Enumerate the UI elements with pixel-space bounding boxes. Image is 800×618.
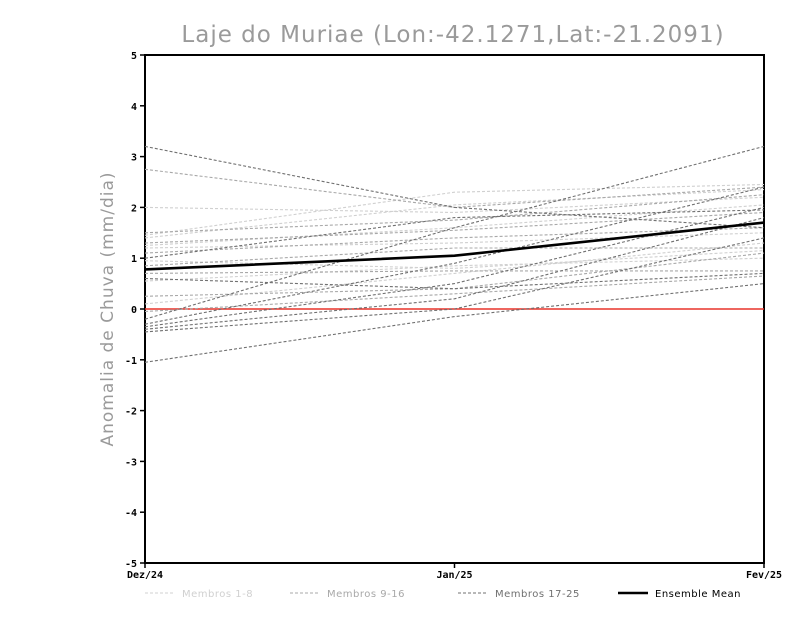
member-series-line [144,275,765,313]
y-axis-label: Anomalia de Chuva (mm/dia) [98,171,118,446]
y-tick-label: -3 [125,457,137,468]
y-tick-label: -2 [125,407,137,418]
member-series-line [144,217,765,330]
chart-title: Laje do Muriae (Lon:-42.1271,Lat:-21.209… [181,22,724,48]
y-tick-label: 1 [131,254,137,265]
member-series-line [144,211,765,244]
member-series-line [144,242,765,305]
legend-label: Membros 9-16 [327,589,405,600]
member-series-line [144,237,765,333]
y-tick-label: 2 [131,203,137,214]
y-tick-label: 0 [131,305,137,316]
member-series-line [144,232,765,249]
legend-label: Membros 17-25 [495,589,580,600]
member-series-line [144,250,765,269]
member-series-line [144,252,765,297]
member-series-line [144,257,765,282]
y-tick-label: 3 [131,153,137,164]
y-tick-label: -5 [125,559,137,570]
member-series-line [144,272,765,290]
legend-label: Membros 1-8 [182,589,253,600]
legend-label: Ensemble Mean [655,589,741,600]
axis-layer: -5 -4 -3 -2 -1 0 1 2 3 4 5 Dez/24 Jan/25 Fev/25 [125,51,782,581]
member-series-line [144,227,765,254]
x-tick-label: Jan/25 [436,570,472,581]
y-tick-label: 4 [131,102,137,113]
x-tick-label: Fev/25 [746,570,782,581]
y-tick-label: -1 [125,356,137,367]
member-series-line [144,247,764,267]
member-series-line [144,209,765,259]
member-series-line [144,186,765,325]
ensemble-mean-line [144,221,765,271]
series-layer [144,145,765,363]
member-series-line [144,183,765,236]
member-series-line [144,189,765,239]
member-series-line [144,196,765,214]
member-series-line [144,145,765,229]
member-series-line [144,283,765,363]
member-series-line [144,194,765,234]
y-tick-label: -4 [125,508,137,519]
y-tick-label: 5 [131,51,137,62]
member-series-line [144,270,764,274]
member-series-line [144,206,765,328]
x-tick-label: Dez/24 [127,570,163,581]
member-series-line [144,145,765,320]
legend: Membros 1-8 Membros 9-16 Membros 17-25 Ense… [145,589,741,600]
